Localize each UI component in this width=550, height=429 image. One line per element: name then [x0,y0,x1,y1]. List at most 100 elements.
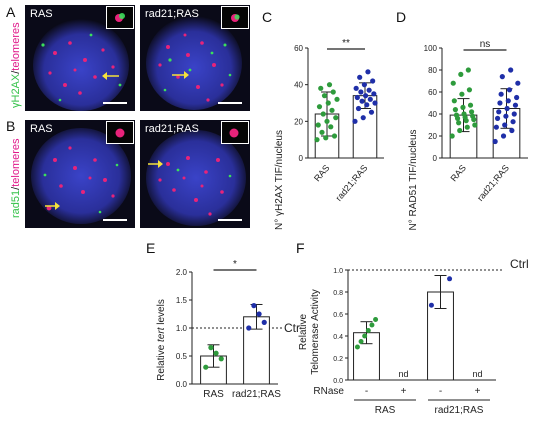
micrograph-a-rad21-inset [221,6,249,29]
inset-b-rad21-image [229,128,239,138]
chart-f-telomerase-activity: Relative Telomerase Activity 0.0 0.2 0.4 0.… [298,257,529,416]
chart-d-ytick-label: 0 [433,154,438,163]
chart-e-point [208,345,214,351]
micrograph-a-ras-title: RAS [30,8,53,20]
chart-c-ytick-label: 20 [294,117,303,126]
chart-f-nd-label: nd [472,369,482,379]
inset-a-ras-image [115,13,125,22]
chart-d-ytick-label: 20 [428,132,437,141]
chart-e-ytick-label: 1.5 [176,296,188,305]
chart-d-point [472,122,478,128]
chart-f-ytick-label: 0.6 [333,312,343,319]
micrograph-b-ras: RAS [25,120,135,228]
chart-c-point [357,74,363,80]
chart-c-point [318,85,324,91]
chart-e-point [256,311,262,317]
chart-d-point [470,113,476,119]
chart-e-ylabel-post: levels [156,299,167,327]
chart-e-point [261,319,267,325]
row-a-label-telomeres: telomeres [10,22,22,71]
chart-f-ytick-label: 0.4 [333,334,343,341]
row-a-label-sep: / [10,70,22,74]
chart-c-point [353,85,359,91]
panel-label-b: B [6,118,16,134]
panel-label-f: F [296,240,305,256]
chart-f-ylabel-line1: Relative [298,314,309,351]
chart-f-point [365,328,371,333]
row-b-label-rad51: rad51 [10,189,22,218]
chart-c-point [358,89,364,95]
micrograph-a-ras-inset [106,6,134,29]
chart-d-point [458,71,464,77]
chart-d-point [509,127,515,134]
chart-d-point [493,124,499,130]
chart-c-ylabel: N° γH2AX TIF/nucleus [274,130,285,230]
chart-f-point [358,339,364,344]
chart-f-point [369,322,375,328]
chart-f-rnase-sign: - [365,386,368,397]
chart-f-ytick-label: 0.2 [333,356,343,363]
panel-label-e: E [146,240,156,256]
chart-d-point [515,80,521,86]
chart-c-point [368,109,375,115]
micrograph-b-ras-title: RAS [30,123,53,135]
chart-f-point [428,302,434,308]
chart-d-point [449,133,455,139]
chart-d-point [502,122,508,128]
chart-d-rad51-tif: N° RAD51 TIF/nucleus 0 20 40 60 80 100 RAS rad2… [408,39,528,230]
panel-label-d: D [396,9,407,25]
chart-f-rnase-label: RNase [313,386,344,397]
chart-c-point [366,87,372,93]
chart-d-point [496,109,502,115]
chart-d-point [500,133,507,139]
chart-c-point [321,93,328,99]
chart-c-point [355,105,362,112]
chart-e-tert-levels: Relative tert levels 0.0 0.5 1.0 1.5 2.0 Ctrl… [156,259,300,400]
chart-c-ytick-label: 40 [294,81,303,90]
row-a-channel-label: γH2AX/telomeres [10,22,22,108]
chart-d-point [453,112,460,118]
chart-f-nd-label: nd [398,369,408,379]
chart-d-category-label: rad21;RAS [475,163,511,203]
micrograph-b-ras-inset [106,121,134,144]
chart-d-point [451,98,457,104]
chart-e-significance: * [233,259,237,270]
chart-e-ytick-label: 0.5 [176,352,188,361]
chart-c-point [325,100,331,106]
chart-e-ytick-label: 2.0 [176,268,188,277]
chart-f-rnase-sign: - [439,386,442,397]
panel-label-c: C [262,9,273,25]
row-b-label-telomeres: telomeres [10,138,22,187]
chart-d-point [450,80,456,86]
chart-f-group-label: RAS [375,405,396,416]
chart-f-point [354,344,360,350]
chart-e-point [203,364,209,370]
chart-f-ytick-label: 1.0 [333,268,343,275]
chart-d-point [506,87,513,93]
chart-d-point [492,138,498,145]
chart-c-point [324,118,330,124]
chart-d-point [457,127,463,134]
chart-d-point [465,67,471,73]
chart-c-point [362,93,369,99]
chart-c-point [334,96,340,102]
chart-c-point [329,107,335,113]
micrograph-b-rad21-title: rad21;RAS [145,123,199,135]
chart-d-category-label: RAS [448,163,468,184]
chart-e-ytick-label: 0.0 [176,380,188,389]
chart-d-point [510,119,516,125]
chart-f-rnase-sign: + [401,386,407,397]
chart-e-point [213,350,219,356]
chart-d-significance: ns [480,39,491,50]
chart-f-ytick-label: 0.8 [333,290,343,297]
chart-e-point [218,356,224,362]
chart-c-point [370,78,376,84]
chart-f-ylabel-line2: Telomerase Activity [310,289,321,375]
inset-a-rad21-image [231,14,240,22]
chart-d-ylabel: N° RAD51 TIF/nucleus [408,129,419,230]
chart-d-ytick-label: 80 [428,66,437,75]
chart-d-point [461,111,467,117]
chart-d-point [468,109,475,115]
chart-c-point [360,115,366,121]
chart-c-significance: ** [342,38,350,49]
